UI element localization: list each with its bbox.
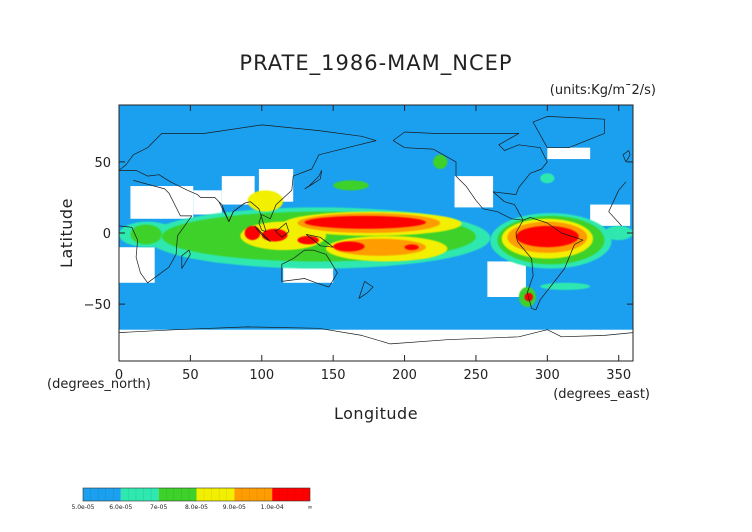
colorbar-swatch-6 [272,488,310,501]
x-tick-label-250: 250 [464,368,489,383]
colorbar-label-4: 8.0e-05 [185,504,208,511]
no-data-region-11 [119,329,633,361]
africa-coastline [119,180,627,284]
colorbar-label-3: 7e-05 [150,504,167,511]
precip-region-level-1-6 [540,173,555,184]
colorbar-label-7: ∞ [308,504,313,511]
x-tick-label-0: 0 [115,368,123,383]
y-axis-label: Latitude [57,198,76,268]
colorbar-label-2: 6.0e-05 [109,504,132,511]
south-america-coastline [515,217,584,311]
precip-region-level-5-26 [333,241,365,252]
new-zealand-coastline [358,281,374,299]
x-tick-label-150: 150 [321,368,346,383]
y-tick-label--50: −50 [84,298,111,313]
x-unit-label: (degrees_east) [553,387,650,402]
precip-region-level-2-11 [333,180,369,191]
colorbar-swatch-5 [234,488,273,501]
x-axis-ticks: 0 50 100 150 200 250 300 350 [115,105,631,383]
precip-region-level-1-4 [604,225,633,241]
greenland-coastline [532,116,605,149]
precip-region-level-5-25 [297,235,319,245]
heatmap-plot-area [119,105,633,361]
y-unit-label: (degrees_north) [47,377,151,392]
x-tick-label-350: 350 [606,368,631,383]
north-america-coastline [392,131,548,221]
colorbar-frame [82,487,311,502]
no-data-region-8 [487,261,526,297]
precip-region-level-2-12 [433,154,448,169]
precip-region-level-5-21 [304,215,426,229]
units-label: (units:Kg/m¯2/s) [550,83,656,98]
y-tick-label-0: 0 [103,227,111,242]
madagascar-coastline [181,249,191,269]
precip-region-level-1-5 [540,282,591,290]
japan-coastline [304,170,323,190]
borneo-coastline [274,222,290,238]
no-data-region-10 [547,147,591,160]
uk-coastline [622,150,631,163]
x-tick-label-100: 100 [249,368,274,383]
precip-region-level-5-23 [244,225,261,241]
chart-title: PRATE_1986-MAM_NCEP [239,51,512,76]
colorbar-label-5: 9.0e-05 [223,504,246,511]
colorbar-swatch-1 [83,488,121,501]
colorbar-swatch-4 [196,488,235,501]
precip-region-level-5-27 [404,244,419,251]
no-data-region-5 [119,247,155,283]
colorbar-swatch-3 [158,488,197,501]
europe-asia-coastline [119,124,377,232]
precip-region-level-2-9 [130,224,162,245]
precipitation-level-regions [119,154,633,307]
colorbar-label-6: 1.0e-04 [261,504,284,511]
antarctica-coastline [119,326,633,345]
sumatra-coastline [254,225,271,242]
new-guinea-coastline [305,234,334,248]
coastlines [119,116,633,345]
australia-coastline [281,249,338,288]
no-data-region-9 [590,204,631,226]
precip-region-level-3-17 [247,190,284,212]
y-axis-ticks: −50 0 50 [84,156,633,313]
y-tick-label-50: 50 [94,156,111,171]
no-data-region-1 [130,186,194,219]
no-data-region-2 [193,190,222,215]
india-outline [218,201,245,222]
colorbar-swatch-2 [120,488,159,501]
colorbar-label-1: 5.0e-05 [71,504,94,511]
x-tick-label-300: 300 [535,368,560,383]
precip-region-level-5-24 [261,228,288,242]
colorbar: 5.0e-05 6.0e-05 7e-05 8.0e-05 9.0e-05 1.0e-04… [71,487,313,511]
x-tick-label-50: 50 [182,368,199,383]
x-tick-label-200: 200 [392,368,417,383]
x-axis-label: Longitude [334,404,418,423]
precip-region-level-5-22 [515,225,579,248]
